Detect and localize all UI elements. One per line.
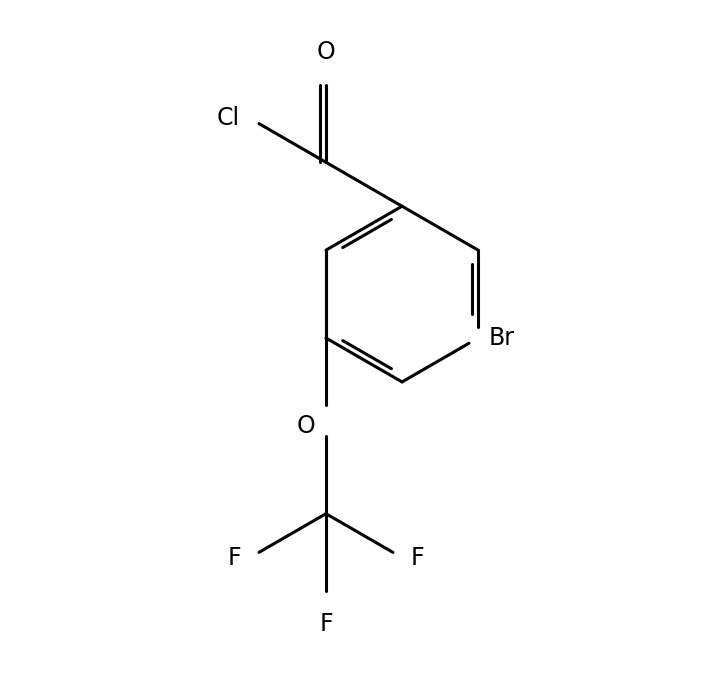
Text: F: F xyxy=(319,612,333,636)
Text: O: O xyxy=(317,40,336,64)
Text: Cl: Cl xyxy=(216,106,240,130)
Text: F: F xyxy=(411,546,424,570)
Text: Br: Br xyxy=(488,326,515,350)
Text: F: F xyxy=(227,546,241,570)
Text: O: O xyxy=(297,414,315,438)
